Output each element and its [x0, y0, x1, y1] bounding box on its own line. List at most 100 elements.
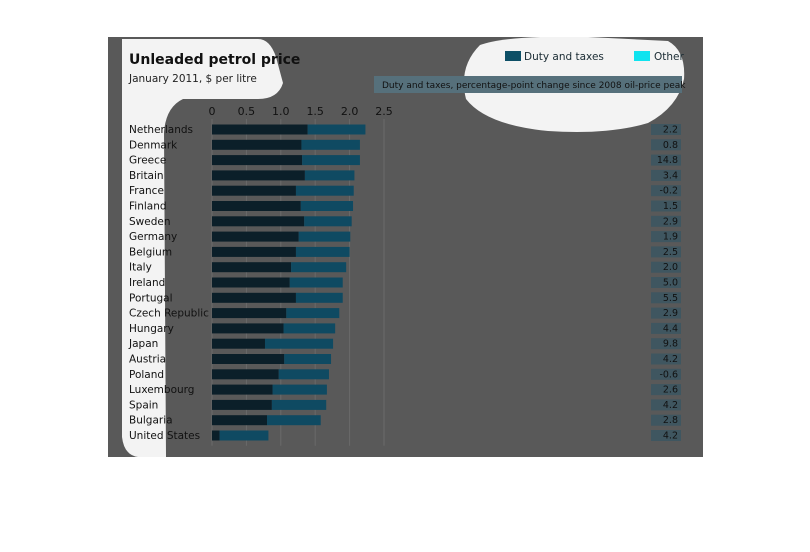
bar-other: [219, 430, 269, 441]
bar-duty-and-taxes: [212, 185, 296, 196]
side-value-box: [651, 277, 681, 288]
side-value-box: [651, 185, 681, 197]
side-value: -0.2: [659, 186, 678, 197]
bar-duty-and-taxes: [212, 384, 273, 395]
bar-other: [289, 277, 343, 288]
category-label: Ireland: [129, 277, 165, 289]
side-value: -0.6: [659, 369, 678, 380]
side-value-box: [651, 261, 681, 273]
bar-other: [301, 139, 360, 150]
x-tick-label: 0.5: [238, 105, 256, 118]
side-value: 4.2: [663, 400, 678, 411]
bar-other: [286, 308, 340, 319]
side-value: 2.6: [663, 385, 678, 396]
side-value: 3.4: [663, 170, 678, 181]
category-label: Bulgaria: [129, 415, 173, 427]
x-tick-label: 2.0: [341, 105, 359, 118]
side-value-box: [651, 322, 681, 334]
category-label: United States: [129, 430, 200, 442]
bar-duty-and-taxes: [212, 430, 220, 441]
legend-label-duty: Duty and taxes: [524, 51, 604, 63]
chart-subtitle: January 2011, $ per litre: [128, 73, 257, 85]
bar-duty-and-taxes: [212, 170, 305, 181]
category-label: Czech Republic: [129, 308, 209, 320]
bar-duty-and-taxes: [212, 201, 301, 211]
category-label: Spain: [129, 399, 158, 411]
side-value-box: [651, 246, 681, 258]
side-value: 5.0: [663, 278, 678, 289]
side-value: 1.9: [663, 232, 678, 243]
side-value: 2.8: [663, 415, 678, 426]
category-label: Portugal: [129, 292, 173, 304]
bar-other: [295, 292, 343, 303]
bar-other: [291, 262, 347, 273]
bar-duty-and-taxes: [212, 354, 285, 364]
side-value-box: [651, 200, 681, 212]
bar-other: [295, 246, 350, 257]
bar-duty-and-taxes: [212, 308, 287, 319]
side-value: 4.2: [663, 354, 678, 365]
bar-duty-and-taxes: [212, 139, 302, 150]
bar-other: [307, 124, 366, 135]
bar-duty-and-taxes: [212, 399, 272, 410]
bars: [212, 124, 366, 441]
side-value: 2.0: [663, 262, 678, 273]
bar-duty-and-taxes: [212, 216, 305, 227]
side-values: 2.2 0.8 14.8 3.4 -0.2 1.5 2.9 1.9 2.5 2.0 5.0 5.5 2.…: [651, 124, 681, 442]
category-label: Netherlands: [129, 124, 193, 136]
bar-other: [298, 231, 351, 242]
side-value: 14.8: [657, 155, 678, 166]
side-value: 5.5: [663, 293, 678, 304]
side-value: 1.5: [663, 201, 678, 212]
x-tick-label: 1.0: [272, 105, 290, 118]
x-tick-label: 1.5: [306, 105, 324, 118]
bar-other: [302, 155, 360, 166]
category-label: Finland: [129, 201, 167, 213]
category-label: Luxembourg: [129, 384, 194, 396]
side-value: 9.8: [663, 339, 678, 350]
side-value: 4.2: [663, 431, 678, 442]
side-value-box: [651, 414, 681, 426]
side-value-box: [651, 124, 681, 135]
side-label: Duty and taxes, percentage-point change …: [382, 81, 686, 91]
side-value-box: [651, 399, 681, 411]
bar-duty-and-taxes: [212, 246, 296, 257]
side-value-box: [651, 430, 681, 441]
category-label: Hungary: [129, 323, 174, 335]
bar-duty-and-taxes: [212, 155, 303, 166]
bar-other: [278, 369, 329, 380]
x-tick-label: 2.5: [375, 105, 393, 118]
side-value: 0.8: [663, 140, 678, 151]
legend-swatch-duty: [505, 51, 521, 61]
bar-duty-and-taxes: [212, 323, 284, 334]
bar-other: [304, 170, 355, 181]
chart-panel: Unleaded petrol price January 2011, $ pe…: [108, 37, 703, 457]
category-label: Poland: [129, 369, 164, 381]
bar-other: [304, 216, 352, 227]
bar-other: [264, 338, 334, 349]
category-labels: Netherlands Denmark Greece Britain France Fin…: [128, 124, 209, 442]
legend-swatch-other: [634, 51, 650, 61]
bar-duty-and-taxes: [212, 124, 308, 135]
side-value: 4.4: [663, 323, 678, 334]
bar-duty-and-taxes: [212, 369, 279, 380]
bar-other: [295, 185, 354, 196]
category-label: Germany: [129, 231, 177, 243]
x-tick-label: 0: [209, 105, 216, 118]
side-value-box: [651, 384, 681, 396]
bar-duty-and-taxes: [212, 262, 292, 273]
category-label: Japan: [128, 338, 158, 350]
bar-duty-and-taxes: [212, 415, 268, 426]
category-label: Austria: [129, 354, 166, 366]
bar-duty-and-taxes: [212, 338, 265, 349]
side-value: 2.9: [663, 308, 678, 319]
side-value: 2.2: [663, 125, 678, 136]
category-label: France: [129, 185, 164, 197]
side-value-box: [651, 338, 681, 350]
bar-other: [267, 415, 321, 426]
bar-duty-and-taxes: [212, 292, 296, 303]
side-value-box: [651, 215, 681, 227]
x-axis-ticks: 0 0.5 1.0 1.5 2.0 2.5: [209, 105, 393, 118]
bar-other: [284, 354, 332, 364]
side-value-box: [651, 292, 681, 304]
